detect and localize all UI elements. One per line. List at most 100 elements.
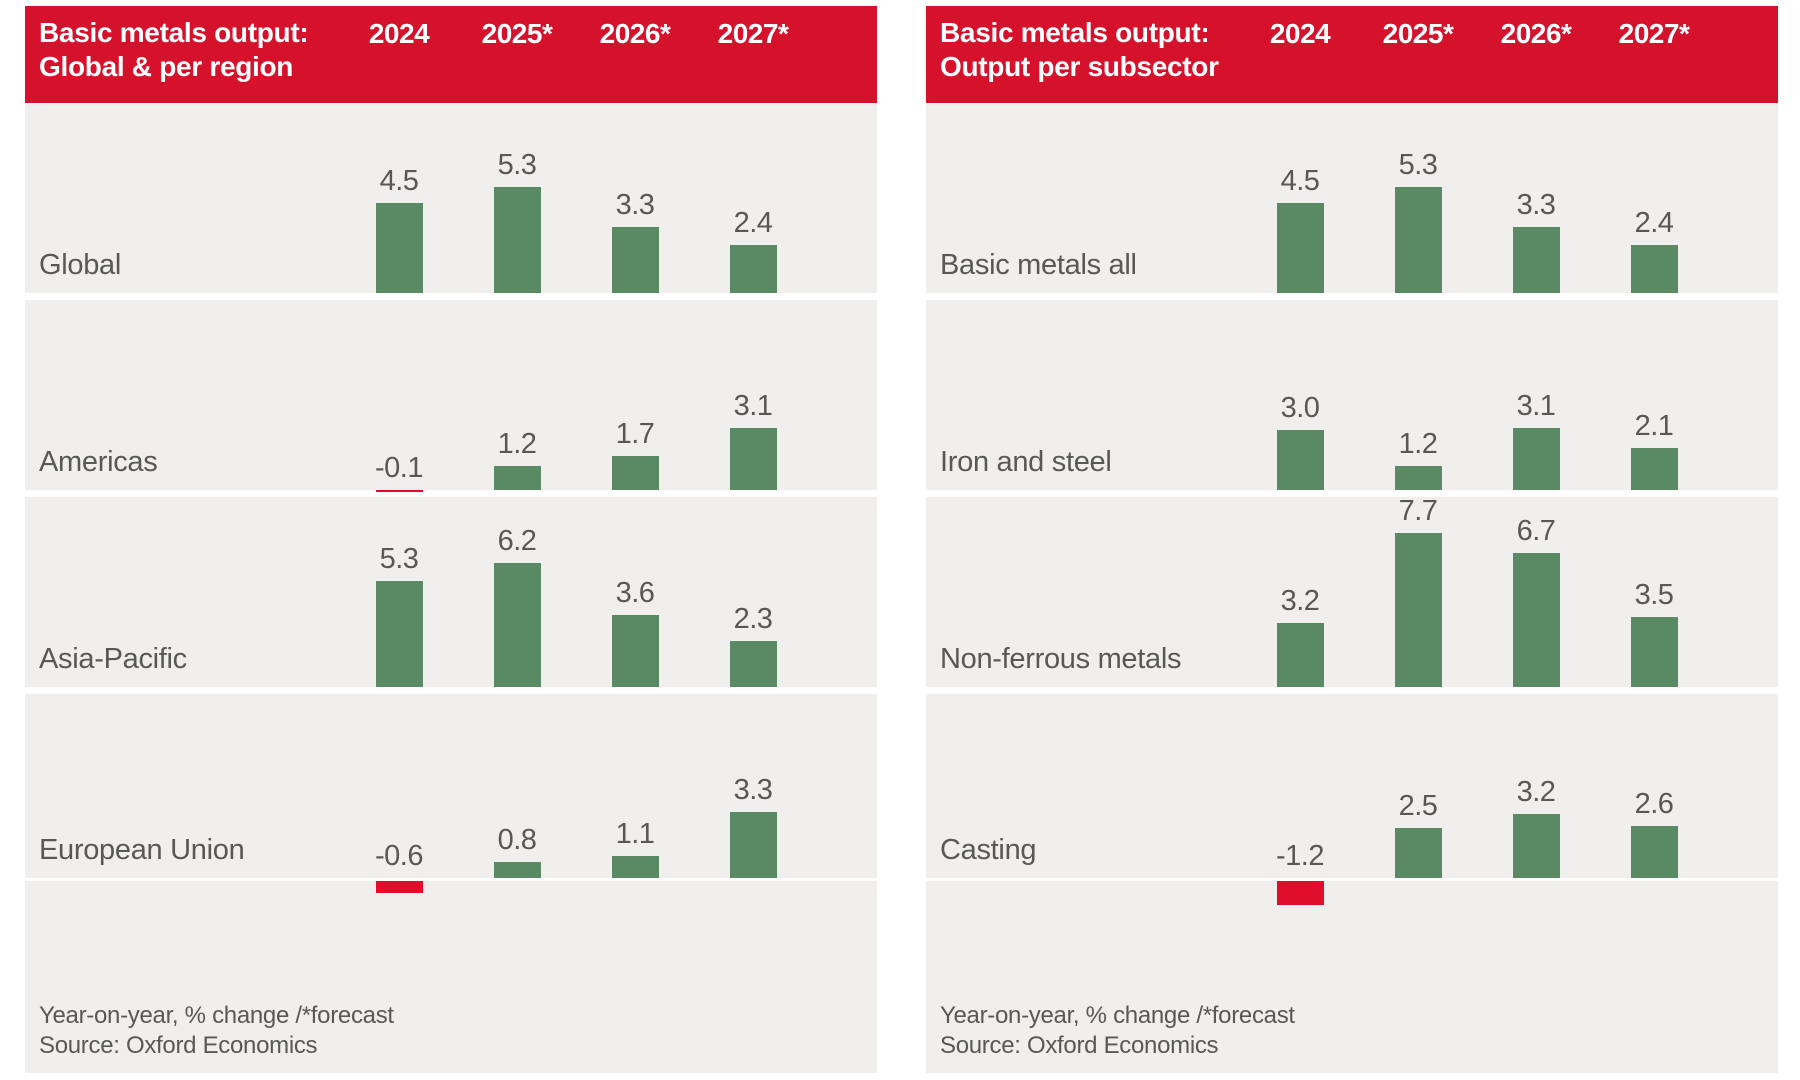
bar <box>1394 533 1442 687</box>
bar-value-label: 2.3 <box>733 603 773 635</box>
bar <box>611 456 659 490</box>
bar-value-label: 3.3 <box>1516 189 1556 221</box>
bar-value-label: 5.3 <box>379 543 419 575</box>
bar <box>611 856 659 878</box>
bar <box>375 490 423 492</box>
bar-value-label: 3.6 <box>615 577 655 609</box>
bar-value-label: 2.5 <box>1398 790 1438 822</box>
category-label: Casting <box>940 834 1037 866</box>
bar-value-label: 3.2 <box>1280 585 1320 617</box>
baseline-line <box>926 878 1778 881</box>
footnote-source: Source: Oxford Economics <box>39 1032 318 1059</box>
bar <box>1512 814 1560 878</box>
bar-value-label: 3.1 <box>733 390 773 422</box>
bar <box>729 428 777 490</box>
footnote-units: Year-on-year, % change /*forecast <box>39 1002 394 1029</box>
bar <box>493 862 541 878</box>
category-label: Americas <box>39 446 158 478</box>
bar-value-label: 2.6 <box>1634 788 1674 820</box>
bar <box>1512 428 1560 490</box>
category-band: Basic metals all 4.5 5.3 3.3 2.4 <box>926 103 1778 293</box>
chart-title: Basic metals output: Global & per region <box>39 16 309 84</box>
chart-title-line1: Basic metals output: <box>940 17 1210 48</box>
category-band: Iron and steel 3.0 1.2 3.1 2.1 <box>926 300 1778 490</box>
bar <box>1276 881 1324 905</box>
bar-value-label: 6.2 <box>497 525 537 557</box>
panel-subsectors: Basic metals output: Output per subsecto… <box>926 6 1778 1073</box>
bar-value-label: 3.0 <box>1280 392 1320 424</box>
bar <box>1394 466 1442 490</box>
bar-value-label: -1.2 <box>1276 840 1324 872</box>
category-band: Asia-Pacific 5.3 6.2 3.6 2.3 <box>25 497 877 687</box>
bar <box>1512 227 1560 293</box>
year-label: 2024 <box>1269 18 1331 49</box>
year-label: 2025* <box>481 18 553 49</box>
bar <box>1394 187 1442 293</box>
chart-footnote: Year-on-year, % change /*forecast Source… <box>39 1001 394 1061</box>
bar-value-label: 5.3 <box>1398 149 1438 181</box>
category-label: Global <box>39 249 122 281</box>
bar <box>611 615 659 687</box>
bar-value-label: 1.1 <box>615 818 655 850</box>
category-band: Casting -1.2 2.5 3.2 2.6 <box>926 694 1778 1073</box>
category-band: Non-ferrous metals 3.2 7.7 6.7 3.5 <box>926 495 1778 687</box>
bar <box>375 203 423 293</box>
bar <box>1630 448 1678 490</box>
bar <box>1630 617 1678 687</box>
bar-value-label: 3.1 <box>1516 390 1556 422</box>
bar-value-label: 1.7 <box>615 418 655 450</box>
bar-value-label: 0.8 <box>497 824 537 856</box>
bar <box>1394 828 1442 878</box>
chart-title-line1: Basic metals output: <box>39 17 309 48</box>
bar-value-label: 1.2 <box>1398 428 1438 460</box>
bar <box>1276 623 1324 687</box>
bar <box>493 563 541 687</box>
year-label: 2027* <box>1618 18 1690 49</box>
bar-value-label: 6.7 <box>1516 515 1556 547</box>
bar-value-label: -0.1 <box>375 452 423 484</box>
panel-global-regions: Basic metals output: Global & per region… <box>25 6 877 1073</box>
bar <box>729 641 777 687</box>
year-label: 2025* <box>1382 18 1454 49</box>
year-label: 2026* <box>599 18 671 49</box>
bar-value-label: 3.2 <box>1516 776 1556 808</box>
bar-value-label: 3.3 <box>733 774 773 806</box>
bar-value-label: 5.3 <box>497 149 537 181</box>
bar <box>1630 826 1678 878</box>
bar-value-label: -0.6 <box>375 840 423 872</box>
chart-header: Basic metals output: Global & per region… <box>25 6 877 103</box>
category-label: Iron and steel <box>940 446 1112 478</box>
bar <box>1276 430 1324 490</box>
footnote-units: Year-on-year, % change /*forecast <box>940 1002 1295 1029</box>
bar-value-label: 2.4 <box>1634 207 1674 239</box>
category-label: European Union <box>39 834 245 866</box>
bar <box>1630 245 1678 293</box>
bar <box>1276 203 1324 293</box>
bar <box>493 187 541 293</box>
bar <box>375 881 423 893</box>
category-label: Asia-Pacific <box>39 643 187 675</box>
baseline-line <box>25 878 877 881</box>
category-label: Non-ferrous metals <box>940 643 1182 675</box>
bar-value-label: 3.5 <box>1634 579 1674 611</box>
chart-title: Basic metals output: Output per subsecto… <box>940 16 1219 84</box>
chart-title-line2: Output per subsector <box>940 51 1219 82</box>
bar <box>729 245 777 293</box>
category-band: European Union -0.6 0.8 1.1 3.3 <box>25 694 877 1073</box>
bar-value-label: 2.4 <box>733 207 773 239</box>
year-label: 2024 <box>368 18 430 49</box>
chart-header: Basic metals output: Output per subsecto… <box>926 6 1778 103</box>
category-band: Americas -0.1 1.2 1.7 3.1 <box>25 300 877 492</box>
bar-value-label: 7.7 <box>1398 495 1438 527</box>
bar <box>493 466 541 490</box>
bar <box>1512 553 1560 687</box>
category-label: Basic metals all <box>940 249 1137 281</box>
footnote-source: Source: Oxford Economics <box>940 1032 1219 1059</box>
year-label: 2026* <box>1500 18 1572 49</box>
bar-value-label: 1.2 <box>497 428 537 460</box>
bar <box>611 227 659 293</box>
bar-value-label: 4.5 <box>379 165 419 197</box>
bar-value-label: 2.1 <box>1634 410 1674 442</box>
bar <box>729 812 777 878</box>
category-band: Global 4.5 5.3 3.3 2.4 <box>25 103 877 293</box>
